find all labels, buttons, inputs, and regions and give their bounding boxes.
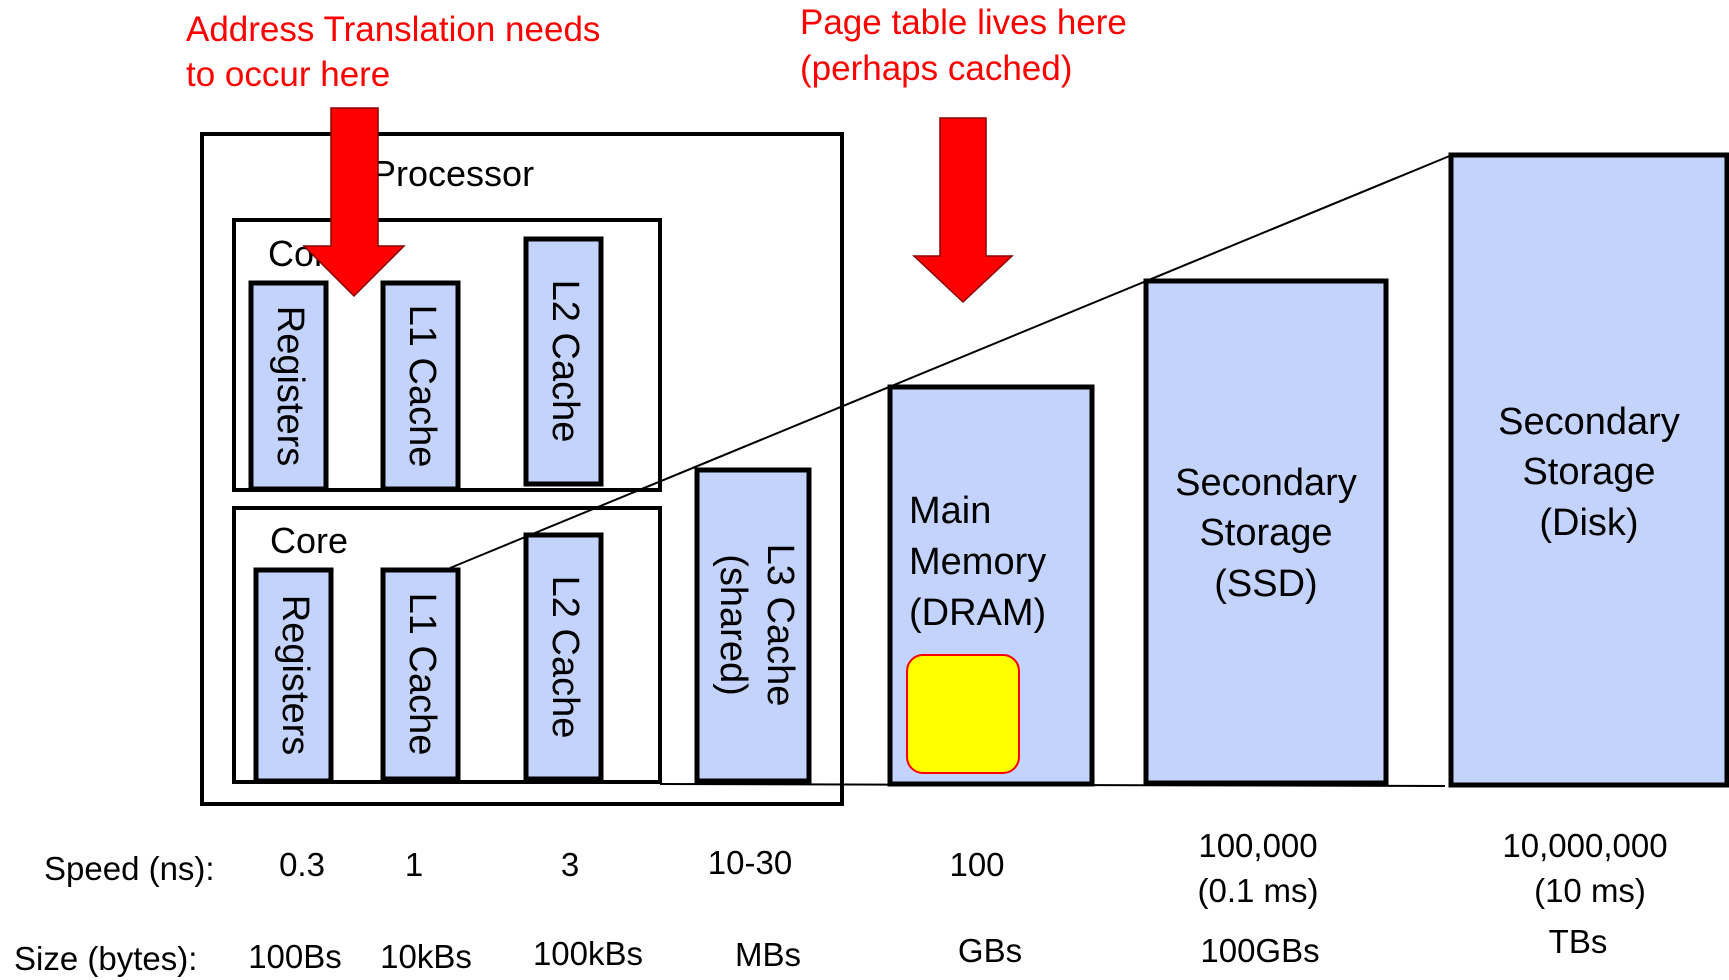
ssd-label-line2: Storage bbox=[1199, 512, 1332, 554]
speed-value-l3: 10-30 bbox=[708, 844, 792, 881]
speed-value-dram: 100 bbox=[949, 846, 1004, 883]
speed-value-l2: 3 bbox=[561, 846, 579, 883]
processor-frame bbox=[200, 132, 844, 806]
size-value-l3: MBs bbox=[735, 936, 801, 973]
main-memory-label-line1: Main bbox=[909, 490, 991, 532]
size-value-registers: 100Bs bbox=[248, 938, 342, 975]
core2-l2-cache-label: L2 Cache bbox=[544, 576, 586, 739]
core1-registers-block bbox=[248, 280, 329, 492]
speed-value-disk-line2: (10 ms) bbox=[1534, 872, 1646, 909]
speed-value-disk-line1: 10,000,000 bbox=[1502, 827, 1667, 864]
page-table-block bbox=[906, 654, 1020, 774]
l3-cache-label-line2: (shared) bbox=[712, 554, 754, 696]
processor-label: Processor bbox=[372, 153, 534, 194]
core2-l1-cache-label: L1 Cache bbox=[401, 593, 443, 756]
core2-registers-block bbox=[253, 567, 334, 784]
size-value-disk: TBs bbox=[1549, 923, 1608, 960]
address-translation-arrow bbox=[302, 107, 406, 298]
size-value-l1: 10kBs bbox=[380, 938, 472, 975]
core1-l2-cache-label: L2 Cache bbox=[544, 280, 586, 443]
page-table-arrow bbox=[912, 117, 1014, 304]
core1-l1-cache-label: L1 Cache bbox=[401, 305, 443, 468]
core1-l1-cache-block bbox=[380, 280, 461, 492]
translation-annotation-line2: to occur here bbox=[186, 55, 390, 94]
core-frame-2 bbox=[232, 506, 662, 784]
ssd-label-line1: Secondary bbox=[1175, 462, 1357, 504]
speed-value-registers: 0.3 bbox=[279, 846, 325, 883]
l3-cache-block bbox=[694, 467, 812, 784]
translation-annotation-line1: Address Translation needs bbox=[186, 10, 600, 49]
size-value-ssd: 100GBs bbox=[1200, 932, 1319, 969]
ssd-label-line3: (SSD) bbox=[1214, 563, 1317, 605]
speed-row-label: Speed (ns): bbox=[44, 850, 215, 887]
speed-value-ssd-line1: 100,000 bbox=[1198, 827, 1317, 864]
size-value-dram: GBs bbox=[958, 932, 1022, 969]
main-memory-label-line3: (DRAM) bbox=[909, 592, 1046, 634]
ssd-block bbox=[1143, 278, 1389, 786]
page-table-annotation-line2: (perhaps cached) bbox=[800, 49, 1072, 88]
perspective-line-top bbox=[449, 154, 1453, 569]
core2-l2-cache-block bbox=[523, 532, 604, 782]
core1-l2-cache-block bbox=[523, 236, 604, 487]
l3-cache-label-line1: L3 Cache bbox=[759, 544, 801, 707]
disk-label-line1: Secondary bbox=[1498, 401, 1680, 443]
core2-l1-cache-block bbox=[380, 567, 461, 782]
disk-label-line2: Storage bbox=[1522, 451, 1655, 493]
core2-registers-label: Registers bbox=[274, 595, 316, 756]
size-row-label: Size (bytes): bbox=[14, 940, 197, 977]
core1-registers-label: Registers bbox=[269, 306, 311, 467]
speed-value-ssd-line2: (0.1 ms) bbox=[1197, 872, 1318, 909]
speed-value-l1: 1 bbox=[405, 846, 423, 883]
size-value-l2: 100kBs bbox=[533, 935, 643, 972]
disk-label-line3: (Disk) bbox=[1539, 502, 1638, 544]
core-label-2: Core bbox=[270, 520, 348, 561]
main-memory-label-line2: Memory bbox=[909, 541, 1046, 583]
disk-block bbox=[1448, 152, 1729, 788]
page-table-annotation-line1: Page table lives here bbox=[800, 3, 1127, 42]
